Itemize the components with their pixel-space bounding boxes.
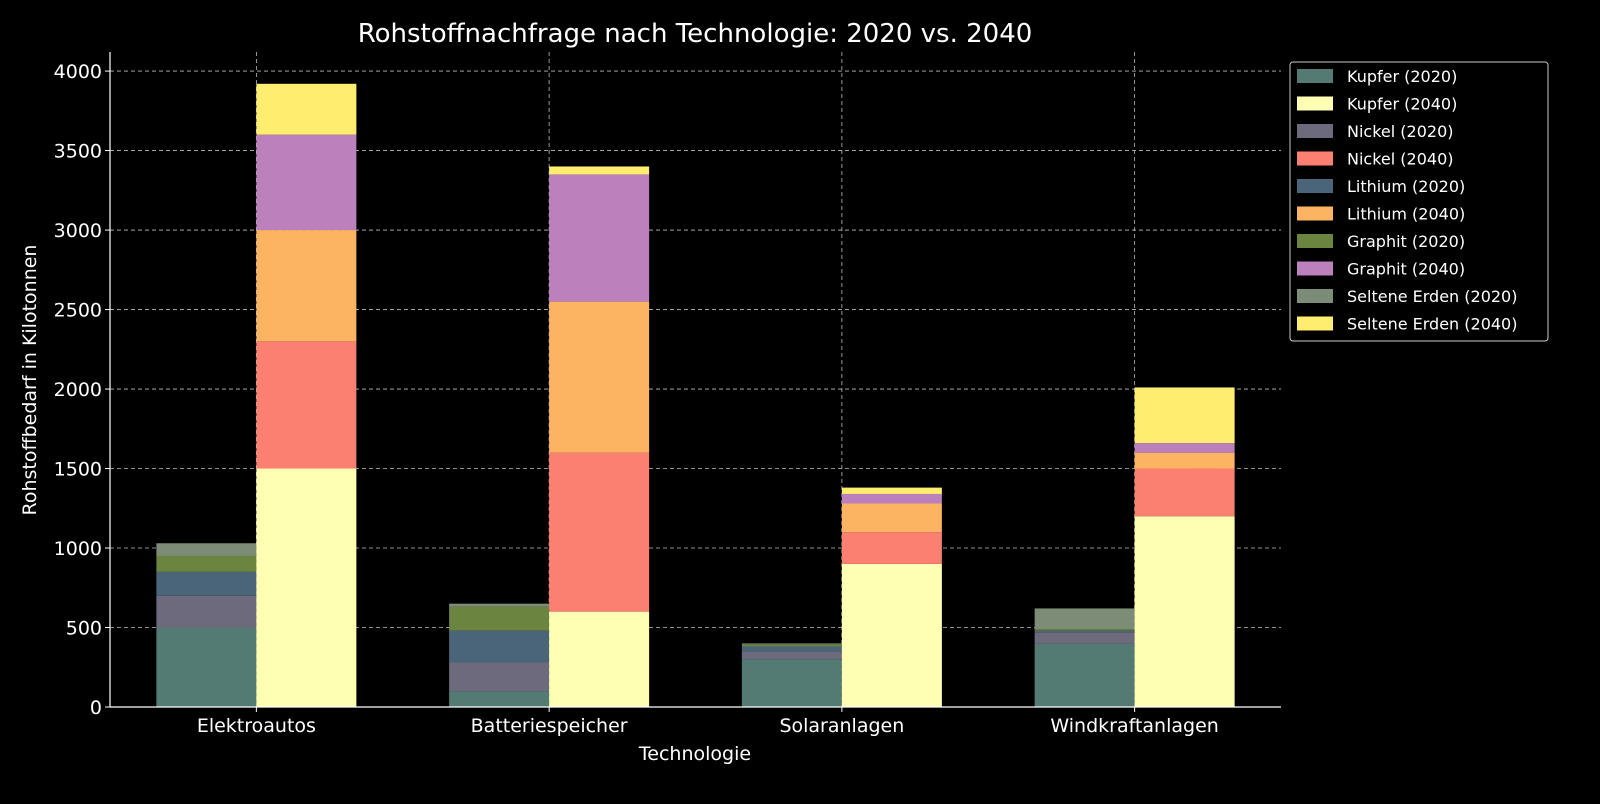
- bar-segment-seltene-erden-2020-elektroautos: [156, 543, 257, 556]
- bar-segment-nickel-2040-solaranlagen: [841, 532, 942, 564]
- x-tick-label: Windkraftanlagen: [1050, 715, 1218, 737]
- bar-segment-kupfer-2040-windkraftanlagen: [1134, 516, 1235, 707]
- legend-swatch: [1297, 234, 1333, 248]
- bars: [156, 83, 1235, 707]
- legend-swatch: [1297, 151, 1333, 166]
- legend-swatch: [1297, 289, 1333, 303]
- y-tick-label: 0: [90, 697, 102, 719]
- y-tick-label: 3000: [54, 220, 102, 242]
- y-tick-label: 500: [66, 618, 102, 640]
- bar-segment-graphit-2020-elektroautos: [156, 555, 257, 572]
- legend-label: Seltene Erden (2020): [1347, 287, 1517, 306]
- bar-segment-nickel-2020-batteriespeicher: [449, 662, 550, 692]
- bar-segment-seltene-erden-2020-batteriespeicher: [449, 603, 550, 607]
- x-tick-label: Elektroautos: [197, 715, 316, 737]
- bar-segment-graphit-2020-solaranlagen: [741, 644, 842, 647]
- bar-segment-graphit-2040-solaranlagen: [841, 493, 942, 504]
- bar-segment-seltene-erden-2040-elektroautos: [256, 83, 357, 135]
- bar-segment-lithium-2020-elektroautos: [156, 571, 257, 596]
- bar-segment-graphit-2040-elektroautos: [256, 134, 357, 231]
- legend-swatch: [1297, 124, 1333, 138]
- bar-segment-lithium-2040-solaranlagen: [841, 503, 942, 533]
- bar-segment-lithium-2040-windkraftanlagen: [1134, 452, 1235, 469]
- bar-segment-kupfer-2020-windkraftanlagen: [1034, 643, 1135, 707]
- bar-segment-kupfer-2020-elektroautos: [156, 627, 257, 707]
- bar-segment-lithium-2040-batteriespeicher: [549, 301, 650, 453]
- legend-label: Kupfer (2020): [1347, 67, 1457, 86]
- bar-segment-graphit-2040-batteriespeicher: [549, 174, 650, 302]
- bar-segment-graphit-2020-batteriespeicher: [449, 606, 550, 631]
- legend-label: Lithium (2040): [1347, 205, 1465, 224]
- bar-segment-lithium-2040-elektroautos: [256, 230, 357, 342]
- x-tick-label: Batteriespeicher: [471, 715, 628, 737]
- bar-segment-kupfer-2020-solaranlagen: [741, 659, 842, 707]
- legend-frame: [1289, 61, 1549, 342]
- y-tick-label: 1000: [54, 538, 102, 560]
- bar-segment-seltene-erden-2020-solaranlagen: [741, 643, 842, 645]
- bar-segment-graphit-2040-windkraftanlagen: [1134, 443, 1235, 453]
- legend-swatch: [1297, 316, 1333, 331]
- legend-swatch: [1297, 261, 1333, 276]
- legend-label: Seltene Erden (2040): [1347, 315, 1517, 334]
- y-axis-label: Rohstoffbedarf in Kilotonnen: [19, 245, 41, 516]
- bar-segment-nickel-2040-batteriespeicher: [549, 452, 650, 612]
- bar-segment-kupfer-2040-batteriespeicher: [549, 611, 650, 707]
- legend: Kupfer (2020) Kupfer (2040) Nickel (2020) N…: [1289, 61, 1549, 342]
- bar-segment-nickel-2040-elektroautos: [256, 341, 357, 469]
- legend-swatch: [1297, 96, 1333, 111]
- legend-swatch: [1297, 179, 1333, 193]
- bar-segment-seltene-erden-2040-batteriespeicher: [549, 166, 650, 175]
- bar-segment-seltene-erden-2040-windkraftanlagen: [1134, 387, 1235, 444]
- legend-swatch: [1297, 69, 1333, 83]
- bar-segment-nickel-2040-windkraftanlagen: [1134, 468, 1235, 517]
- legend-label: Nickel (2040): [1347, 150, 1453, 169]
- y-ticks: 0 500 1000 1500 2000 2500 3000 3500 4000: [54, 61, 110, 719]
- legend-label: Graphit (2040): [1347, 260, 1465, 279]
- bar-segment-lithium-2020-batteriespeicher: [449, 630, 550, 663]
- y-tick-label: 2000: [54, 379, 102, 401]
- y-tick-label: 2500: [54, 300, 102, 322]
- y-tick-label: 4000: [54, 61, 102, 83]
- bar-segment-kupfer-2040-solaranlagen: [841, 563, 942, 707]
- chart-title: Rohstoffnachfrage nach Technologie: 2020…: [358, 19, 1033, 49]
- y-tick-label: 1500: [54, 459, 102, 481]
- bar-segment-kupfer-2040-elektroautos: [256, 468, 357, 707]
- bar-segment-lithium-2020-solaranlagen: [741, 646, 842, 652]
- bar-segment-seltene-erden-2040-solaranlagen: [841, 487, 942, 494]
- legend-label: Kupfer (2040): [1347, 95, 1457, 114]
- axes: [109, 52, 1281, 708]
- bar-segment-graphit-2020-windkraftanlagen: [1034, 629, 1135, 631]
- legend-label: Nickel (2020): [1347, 122, 1453, 141]
- y-tick-label: 3500: [54, 141, 102, 163]
- bar-segment-nickel-2020-windkraftanlagen: [1034, 632, 1135, 644]
- bar-segment-nickel-2020-solaranlagen: [741, 651, 842, 660]
- x-ticks: Elektroautos Batteriespeicher Solaranlagen…: [197, 707, 1219, 737]
- bar-segment-seltene-erden-2020-windkraftanlagen: [1034, 608, 1135, 630]
- legend-swatch: [1297, 206, 1333, 221]
- legend-label: Lithium (2020): [1347, 177, 1465, 196]
- x-tick-label: Solaranlagen: [779, 715, 904, 737]
- legend-label: Graphit (2020): [1347, 232, 1465, 251]
- bar-segment-lithium-2020-windkraftanlagen: [1034, 630, 1135, 633]
- bar-segment-kupfer-2020-batteriespeicher: [449, 691, 550, 707]
- x-axis-label: Technologie: [638, 743, 751, 765]
- bar-segment-nickel-2020-elektroautos: [156, 595, 257, 628]
